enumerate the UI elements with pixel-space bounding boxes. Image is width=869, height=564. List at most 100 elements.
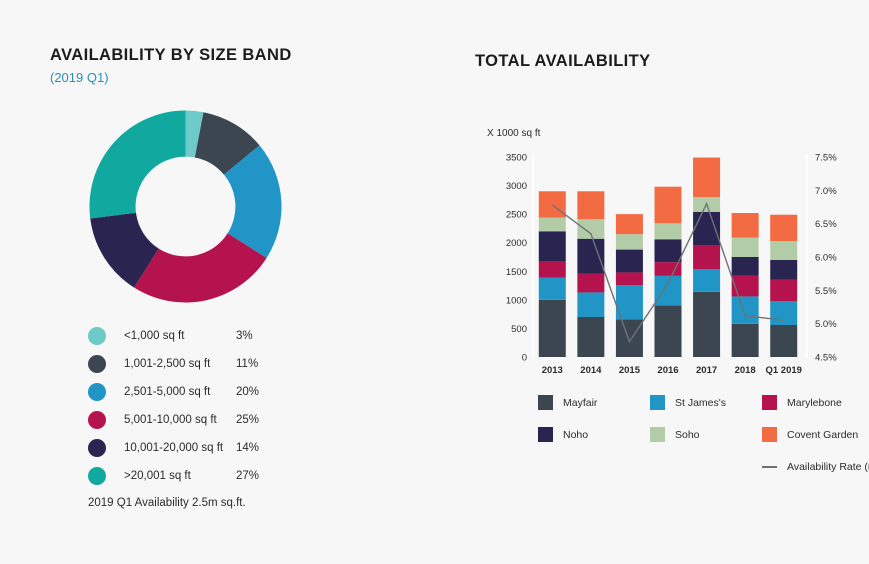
legend-color-dot [88, 411, 106, 429]
y-axis-left-tick-label: 1500 [506, 267, 527, 278]
x-axis-tick-label: 2016 [657, 365, 678, 375]
legend-percentage: 25% [236, 414, 260, 426]
bar-segment[interactable] [654, 239, 682, 263]
bar-segment[interactable] [654, 223, 682, 240]
bar-segment[interactable] [615, 285, 643, 320]
donut-slice[interactable] [134, 233, 267, 303]
legend-item[interactable]: Covent Garden [762, 427, 858, 442]
donut-slice[interactable] [223, 145, 282, 258]
bar-segment[interactable] [577, 219, 605, 239]
legend-label: 2,501-5,000 sq ft [124, 386, 211, 398]
bar-segment[interactable] [654, 305, 682, 357]
donut-slice[interactable] [89, 110, 186, 219]
y-axis-left: 0 500 1000 1500 2000 2500 3000 3500 [506, 153, 534, 364]
x-axis-tick-label: 2014 [580, 365, 602, 375]
x-axis-tick-label: 2018 [735, 365, 756, 375]
legend-percentage: 14% [236, 442, 260, 454]
legend-item[interactable]: Noho [538, 427, 588, 442]
bar-segment[interactable] [770, 279, 798, 301]
bar-segment[interactable] [654, 262, 682, 276]
legend-color-swatch [538, 395, 553, 410]
bar-segment[interactable] [770, 214, 798, 241]
bar-segment[interactable] [538, 261, 566, 278]
availability-by-size-band-panel: AVAILABILITY BY SIZE BAND (2019 Q1) <1,0… [50, 46, 388, 509]
bar-segment[interactable] [538, 191, 566, 218]
legend-label: Mayfair [563, 396, 598, 409]
y-axis-right-tick-label: 6.0% [815, 253, 837, 264]
bar-segment[interactable] [693, 157, 721, 197]
y-axis-left-tick-label: 500 [511, 324, 527, 335]
bar-segment[interactable] [538, 277, 566, 300]
legend-item[interactable]: Marylebone [762, 395, 842, 410]
legend-label: Covent Garden [787, 428, 859, 441]
list-item[interactable]: 2,501-5,000 sq ft 20% [88, 378, 388, 406]
bar-segment[interactable] [731, 213, 759, 238]
bar-segment[interactable] [731, 296, 759, 324]
legend-color-swatch [762, 395, 777, 410]
bar-segment[interactable] [770, 259, 798, 280]
legend-item-availability-rate[interactable]: Availability Rate (rhs) [762, 459, 869, 474]
availability-footnote: 2019 Q1 Availability 2.5m sq.ft. [88, 497, 246, 509]
bar-segment[interactable] [615, 272, 643, 285]
legend-color-swatch [538, 427, 553, 442]
legend-label: Marylebone [787, 396, 842, 409]
donut-slice[interactable] [185, 110, 204, 158]
bar-segment[interactable] [693, 291, 721, 357]
legend-row: Availability Rate (rhs) [538, 459, 869, 491]
legend-color-dot [88, 355, 106, 373]
legend-color-swatch [650, 427, 665, 442]
x-axis-tick-label: 2015 [619, 365, 641, 375]
legend-item[interactable]: Soho [650, 427, 700, 442]
bar-segment[interactable] [538, 231, 566, 261]
y-axis-left-tick-label: 1000 [506, 295, 527, 306]
bar-segment[interactable] [693, 245, 721, 269]
list-item[interactable]: >20,001 sq ft 27% [88, 462, 388, 490]
bar-segment[interactable] [577, 292, 605, 317]
bar-segment[interactable] [577, 238, 605, 274]
bar-segment[interactable] [538, 299, 566, 357]
bar-segment[interactable] [538, 217, 566, 232]
bar-segment[interactable] [731, 237, 759, 257]
bar-segment[interactable] [770, 241, 798, 260]
y-axis-right-tick-label: 7.0% [815, 186, 837, 197]
page-title: AVAILABILITY BY SIZE BAND [50, 46, 292, 64]
availability-rate-line [551, 201, 784, 344]
bar-segment[interactable] [770, 325, 798, 357]
bar-segment[interactable] [693, 269, 721, 292]
bar-segment[interactable] [615, 249, 643, 273]
donut-chart [88, 108, 283, 305]
legend-percentage: 20% [236, 386, 260, 398]
bar-segment[interactable] [615, 214, 643, 235]
legend-row: Noho Soho Covent Garden [538, 427, 858, 459]
bar-segment[interactable] [577, 191, 605, 220]
bar-segment[interactable] [577, 273, 605, 293]
y-axis-right-tick-label: 6.5% [815, 219, 837, 230]
y-axis-left-tick-label: 0 [522, 353, 527, 364]
legend-item[interactable]: St James's [650, 395, 726, 410]
bar-segment[interactable] [731, 257, 759, 276]
x-axis-tick-label: 2013 [542, 365, 563, 375]
list-item[interactable]: 5,001-10,000 sq ft 25% [88, 406, 388, 434]
donut-slice[interactable] [194, 112, 260, 175]
list-item[interactable]: 1,001-2,500 sq ft 11% [88, 350, 388, 378]
bar-segment[interactable] [770, 301, 798, 325]
bar-segment[interactable] [731, 323, 759, 357]
bar-series-group [538, 157, 798, 357]
legend-label: 5,001-10,000 sq ft [124, 414, 217, 426]
bar-segment[interactable] [615, 234, 643, 250]
bar-segment[interactable] [577, 317, 605, 357]
bar-segment[interactable] [731, 275, 759, 297]
legend-percentage: 3% [236, 330, 253, 342]
legend-percentage: 27% [236, 470, 260, 482]
donut-slice[interactable] [90, 212, 159, 288]
bar-segment[interactable] [654, 275, 682, 306]
size-band-legend: <1,000 sq ft 3% 1,001-2,500 sq ft 11% 2,501-… [88, 322, 388, 490]
list-item[interactable]: 10,001-20,000 sq ft 14% [88, 434, 388, 462]
bar-segment[interactable] [693, 211, 721, 245]
bar-segment[interactable] [654, 186, 682, 224]
y-axis-right-tick-label: 7.5% [815, 153, 837, 164]
legend-item[interactable]: Mayfair [538, 395, 597, 410]
bar-segment[interactable] [615, 319, 643, 357]
y-axis-right-tick-label: 5.5% [815, 286, 837, 297]
list-item[interactable]: <1,000 sq ft 3% [88, 322, 388, 350]
